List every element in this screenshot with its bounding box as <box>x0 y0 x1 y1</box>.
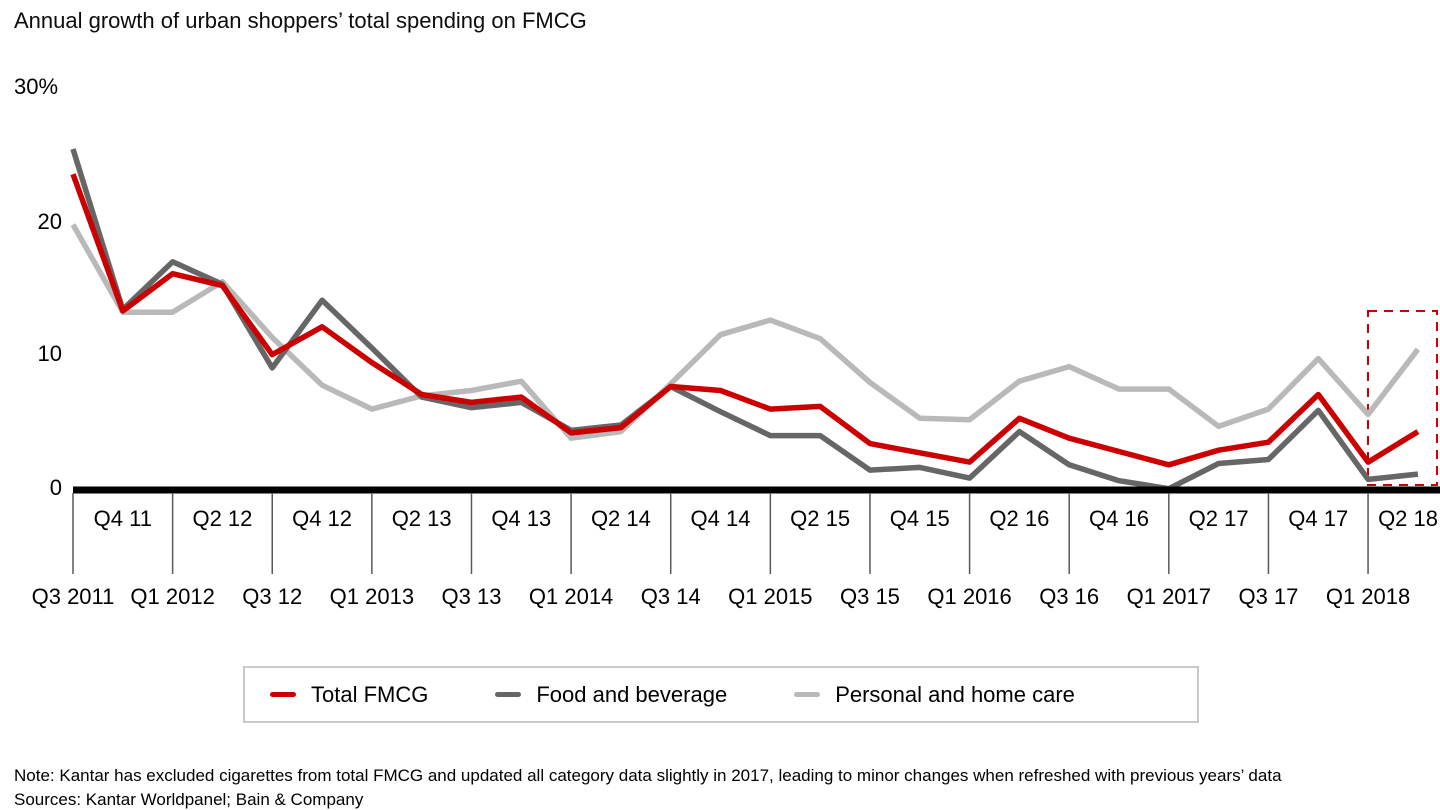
x-tick-label-bottom: Q3 12 <box>242 584 303 609</box>
legend-label: Food and beverage <box>536 681 728 707</box>
legend-label: Total FMCG <box>311 681 429 707</box>
series-line-food-and-beverage <box>70 148 1419 492</box>
x-tick-label-bottom: Q1 2014 <box>528 584 614 609</box>
x-tick-label-top: Q4 15 <box>889 506 950 531</box>
x-tick-label-bottom: Q1 2017 <box>1126 584 1212 609</box>
x-tick-label-bottom: Q1 2013 <box>329 584 415 609</box>
x-axis-line <box>73 486 1440 494</box>
x-tick-label-top: Q4 14 <box>690 506 751 531</box>
x-tick-label-top: Q2 17 <box>1188 506 1249 531</box>
legend-item-total-fmcg: Total FMCG <box>270 682 428 708</box>
x-tick-label-top: Q4 16 <box>1089 506 1149 531</box>
x-tick-label-bottom: Q1 2016 <box>927 584 1012 609</box>
x-tick-label-bottom: Q3 13 <box>441 584 502 609</box>
x-tick-label-top: Q4 17 <box>1288 506 1349 531</box>
series-line-personal-and-home-care <box>70 223 1421 441</box>
x-tick-label-top: Q2 13 <box>391 506 452 531</box>
x-tick-label-bottom: Q3 14 <box>640 584 701 609</box>
y-tick-label-0: 0 <box>49 475 62 500</box>
legend-item-personal-and-home-care: Personal and home care <box>794 682 1075 708</box>
footnotes: Note: Kantar has excluded cigarettes fro… <box>14 764 1282 810</box>
x-tick-label-bottom: Q3 16 <box>1039 584 1100 609</box>
x-tick-label-bottom: Q1 2015 <box>728 584 813 609</box>
x-tick-label-top: Q4 11 <box>93 506 152 531</box>
legend-item-food-and-beverage: Food and beverage <box>495 682 727 708</box>
x-tick-label-bottom: Q3 2011 <box>31 584 115 609</box>
x-tick-label-top: Q2 12 <box>192 506 253 531</box>
x-tick-label-bottom: Q1 2012 <box>130 584 215 609</box>
x-tick-label-top: Q4 12 <box>292 506 353 531</box>
x-tick-label-bottom: Q1 2018 <box>1325 584 1411 609</box>
y-tick-label-20: 20 <box>37 209 62 234</box>
x-tick-label-top: Q2 16 <box>989 506 1050 531</box>
y-tick-label-10: 10 <box>37 341 62 366</box>
highlight-rect-q2-18 <box>1367 310 1438 486</box>
legend-box: Total FMCG Food and beverage Personal an… <box>243 666 1199 723</box>
note-text: Note: Kantar has excluded cigarettes fro… <box>14 766 1282 785</box>
x-tick-label-top: Q4 13 <box>491 506 552 531</box>
x-tick-label-top: Q2 15 <box>790 506 851 531</box>
sources-text: Sources: Kantar Worldpanel; Bain & Compa… <box>14 790 364 809</box>
x-tick-label-bottom: Q3 15 <box>839 584 900 609</box>
page-title: Annual growth of urban shoppers’ total s… <box>14 8 587 33</box>
legend-dash-icon-personal-and-home-care <box>794 692 821 697</box>
series-line-total-fmcg <box>70 173 1420 468</box>
legend-label: Personal and home care <box>835 681 1075 707</box>
x-tick-label-top: Q2 18 <box>1378 506 1438 531</box>
x-tick-label-top: Q2 14 <box>590 506 651 531</box>
legend-dash-icon-food-and-beverage <box>495 692 522 697</box>
x-tick-label-bottom: Q3 17 <box>1238 584 1299 609</box>
y-axis-max-label: 30% <box>14 74 59 99</box>
legend-dash-icon-total-fmcg <box>270 692 296 697</box>
